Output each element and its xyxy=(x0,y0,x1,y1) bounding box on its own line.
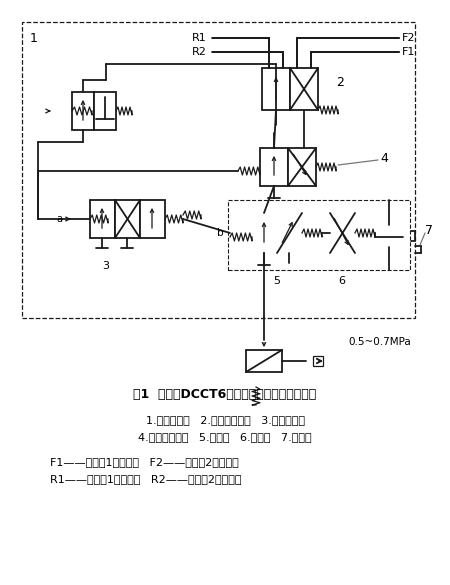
Bar xyxy=(277,213,302,253)
Text: 7: 7 xyxy=(425,223,433,236)
Bar xyxy=(140,200,165,238)
Text: 2: 2 xyxy=(336,75,344,88)
Text: 1.速度电磁阀   2.速度选择滑阀   3.方向电磁阀: 1.速度电磁阀 2.速度选择滑阀 3.方向电磁阀 xyxy=(145,415,305,425)
Text: 0.5~0.7MPa: 0.5~0.7MPa xyxy=(348,337,411,347)
Text: a: a xyxy=(56,214,62,224)
Text: F2: F2 xyxy=(402,33,415,43)
Text: b: b xyxy=(217,228,224,238)
Bar xyxy=(115,200,140,238)
Text: 6: 6 xyxy=(338,276,346,286)
Text: 5: 5 xyxy=(274,276,280,286)
Bar xyxy=(330,213,355,253)
Text: F1——接前进1挡离合器   F2——接前进2挡离合器: F1——接前进1挡离合器 F2——接前进2挡离合器 xyxy=(50,457,239,467)
Bar xyxy=(72,92,94,130)
Text: 1: 1 xyxy=(30,32,38,45)
Bar xyxy=(228,200,410,270)
Text: R1: R1 xyxy=(192,33,207,43)
Bar xyxy=(405,231,415,241)
Bar xyxy=(94,92,116,130)
Bar xyxy=(90,200,115,238)
Bar xyxy=(252,213,277,253)
Bar xyxy=(290,68,318,110)
Text: 4.方向选择滑阀   5.微动阀   6.调节阀   7.蓄能器: 4.方向选择滑阀 5.微动阀 6.调节阀 7.蓄能器 xyxy=(138,432,312,442)
Bar xyxy=(262,68,290,110)
Bar xyxy=(246,350,282,372)
Text: R1——接倒全1挡离合器   R2——接倒全2挡离合器: R1——接倒全1挡离合器 R2——接倒全2挡离合器 xyxy=(50,474,242,484)
Text: 3: 3 xyxy=(102,261,109,271)
Text: R2: R2 xyxy=(192,47,207,57)
Text: 4: 4 xyxy=(380,152,388,164)
Bar xyxy=(260,148,288,186)
Text: F1: F1 xyxy=(402,47,415,57)
Bar xyxy=(375,227,403,247)
Text: 图1  改进前DCCT6电液控制变速操纵阀组原理: 图1 改进前DCCT6电液控制变速操纵阀组原理 xyxy=(133,388,317,401)
Bar xyxy=(22,22,415,318)
Bar xyxy=(288,148,316,186)
